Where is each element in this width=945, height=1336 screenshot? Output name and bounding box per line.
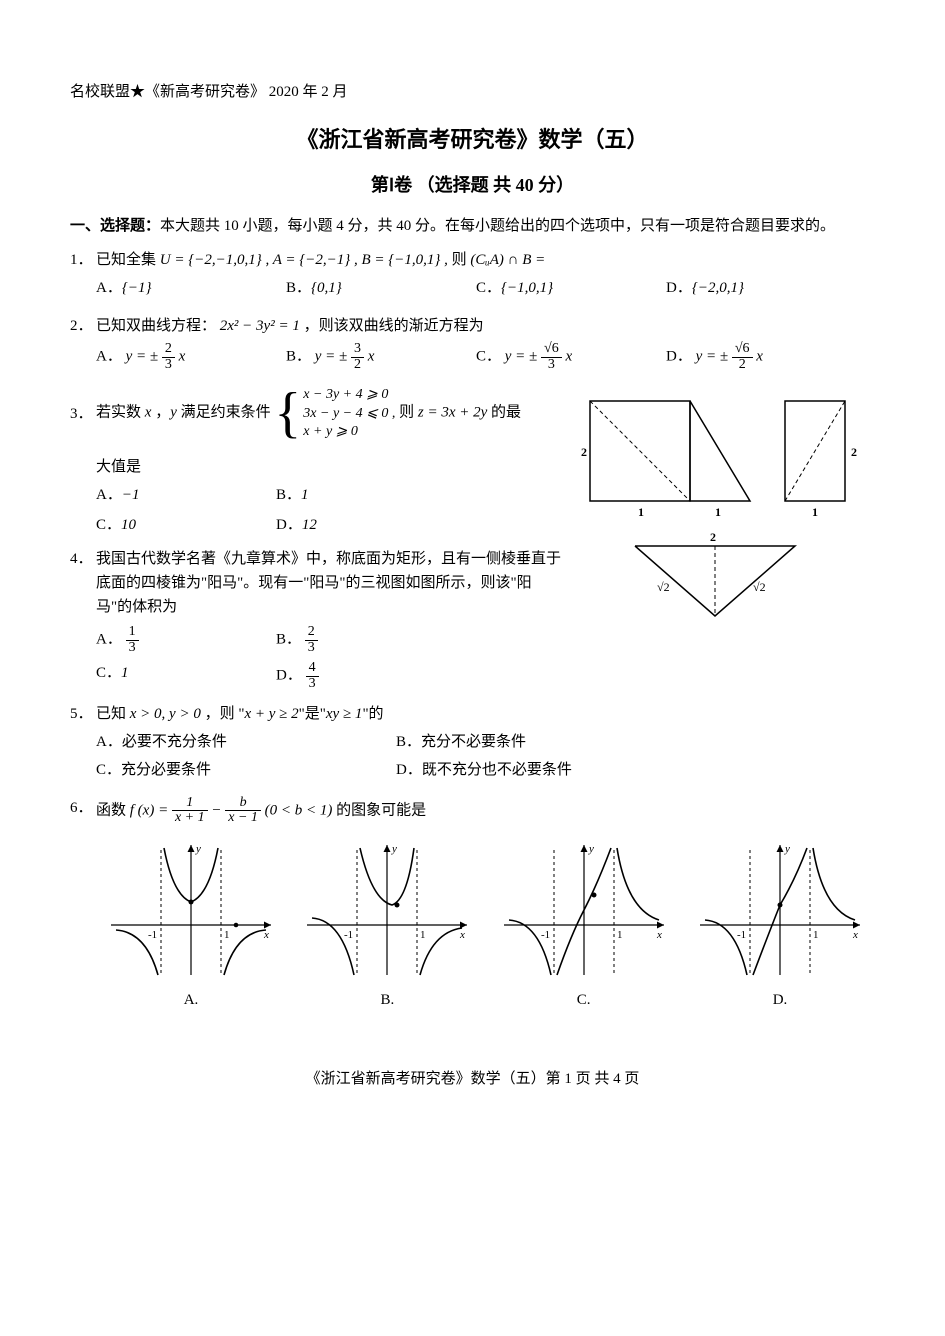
q1-optD: D．{−2,0,1}	[666, 276, 856, 300]
q4-optC: C．1	[96, 661, 276, 691]
question-4: 4． 我国古代数学名著《九章算术》中，称底面为矩形，且有一侧棱垂直于底面的四棱锥…	[70, 547, 565, 692]
q4-optA: A． 13	[96, 625, 276, 655]
q3-optB: B．1	[276, 483, 456, 507]
q1-optB: B．{0,1}	[286, 276, 476, 300]
question-1: 1． 已知全集 U = {−2,−1,0,1} , A = {−2,−1} , …	[70, 248, 875, 304]
doc-header: 名校联盟★《新高考研究卷》 2020 年 2 月	[70, 80, 875, 104]
doc-title: 《浙江省新高考研究卷》数学（五）	[70, 122, 875, 157]
q6-graph-c: x y -1 1 C.	[489, 840, 679, 1012]
page: 名校联盟★《新高考研究卷》 2020 年 2 月 《浙江省新高考研究卷》数学（五…	[0, 0, 945, 1131]
q3-num: 3．	[70, 402, 96, 426]
question-3: 3． 若实数 x ，y 满足约束条件 { x − 3y + 4 ⩾ 0 3x −…	[70, 386, 565, 537]
svg-text:-1: -1	[148, 929, 157, 941]
q5-num: 5．	[70, 702, 96, 726]
q6-graph-d: x y -1 1 D.	[685, 840, 875, 1012]
svg-text:1: 1	[813, 929, 819, 941]
svg-text:y: y	[784, 843, 790, 855]
svg-text:2: 2	[710, 530, 716, 544]
svg-text:√2: √2	[753, 580, 766, 594]
q2-num: 2．	[70, 314, 96, 338]
q1-stem: 已知全集 U = {−2,−1,0,1} , A = {−2,−1} , B =…	[96, 248, 545, 272]
svg-text:x: x	[459, 929, 465, 941]
svg-text:1: 1	[420, 929, 426, 941]
q1-optC: C．{−1,0,1}	[476, 276, 666, 300]
svg-text:-1: -1	[541, 929, 550, 941]
three-views-figure: 2 1 1 2 1 2 √2 √2	[565, 386, 875, 644]
q6-graph-b: x y -1 1 B.	[292, 840, 482, 1012]
q4-num: 4．	[70, 547, 96, 571]
svg-text:1: 1	[812, 505, 818, 519]
q5-optD: D．既不充分也不必要条件	[396, 758, 696, 782]
q6-graph-a: x y -1 1 A.	[96, 840, 286, 1012]
svg-text:y: y	[588, 843, 594, 855]
q5-optC: C．充分必要条件	[96, 758, 396, 782]
q3-q4-block: 3． 若实数 x ，y 满足约束条件 { x − 3y + 4 ⩾ 0 3x −…	[70, 386, 875, 701]
svg-text:2: 2	[851, 445, 857, 459]
q2-optD: D． y = ± √62 x	[666, 342, 856, 372]
q3-optD: D．12	[276, 513, 456, 537]
question-6: 6． 函数 f (x) = 1x + 1 − bx − 1 (0 < b < 1…	[70, 796, 875, 1012]
q3-stem: 若实数 x ，y 满足约束条件 { x − 3y + 4 ⩾ 0 3x − y …	[96, 386, 521, 441]
svg-text:y: y	[391, 843, 397, 855]
q2-stem: 已知双曲线方程： 2x² − 3y² = 1 ，则该双曲线的渐近方程为	[96, 314, 484, 338]
svg-text:1: 1	[715, 505, 721, 519]
q3-optA: A．−1	[96, 483, 276, 507]
q3-optC: C．10	[96, 513, 276, 537]
q4-stem: 我国古代数学名著《九章算术》中，称底面为矩形，且有一侧棱垂直于底面的四棱锥为"阳…	[96, 547, 565, 619]
q5-optB: B．充分不必要条件	[396, 730, 696, 754]
doc-subtitle: 第Ⅰ卷 （选择题 共 40 分）	[70, 171, 875, 200]
svg-text:1: 1	[638, 505, 644, 519]
question-2: 2． 已知双曲线方程： 2x² − 3y² = 1 ，则该双曲线的渐近方程为 A…	[70, 314, 875, 376]
section-heading: 一、选择题：本大题共 10 小题，每小题 4 分，共 40 分。在每小题给出的四…	[70, 214, 875, 238]
q4-optD: D． 43	[276, 661, 456, 691]
q6-num: 6．	[70, 796, 96, 820]
svg-text:-1: -1	[344, 929, 353, 941]
svg-text:-1: -1	[737, 929, 746, 941]
svg-text:x: x	[852, 929, 858, 941]
q4-optB: B． 23	[276, 625, 456, 655]
svg-text:x: x	[656, 929, 662, 941]
q2-optB: B． y = ± 32 x	[286, 342, 476, 372]
svg-text:1: 1	[617, 929, 623, 941]
q2-optC: C． y = ± √63 x	[476, 342, 666, 372]
q1-optA: A．{−1}	[96, 276, 286, 300]
page-footer: 《浙江省新高考研究卷》数学（五）第 1 页 共 4 页	[70, 1067, 875, 1091]
section-prefix: 一、选择题：	[70, 218, 160, 234]
q1-num: 1．	[70, 248, 96, 272]
q3-tail: 大值是	[70, 455, 565, 479]
question-5: 5． 已知 x > 0, y > 0 ，则 "x + y ≥ 2"是"xy ≥ …	[70, 702, 875, 786]
q5-optA: A．必要不充分条件	[96, 730, 396, 754]
section-text: 本大题共 10 小题，每小题 4 分，共 40 分。在每小题给出的四个选项中，只…	[160, 218, 835, 234]
svg-text:2: 2	[581, 445, 587, 459]
constraint-system: { x − 3y + 4 ⩾ 0 3x − y − 4 ⩽ 0 , x + y …	[274, 386, 395, 441]
svg-text:√2: √2	[657, 580, 670, 594]
q6-graphs: x y -1 1 A.	[70, 840, 875, 1012]
q5-stem: 已知 x > 0, y > 0 ，则 "x + y ≥ 2"是"xy ≥ 1"的	[96, 702, 384, 726]
q6-stem: 函数 f (x) = 1x + 1 − bx − 1 (0 < b < 1) 的…	[96, 796, 426, 826]
svg-text:1: 1	[224, 929, 230, 941]
q2-optA: A． y = ± 23 x	[96, 342, 286, 372]
svg-text:y: y	[195, 843, 201, 855]
